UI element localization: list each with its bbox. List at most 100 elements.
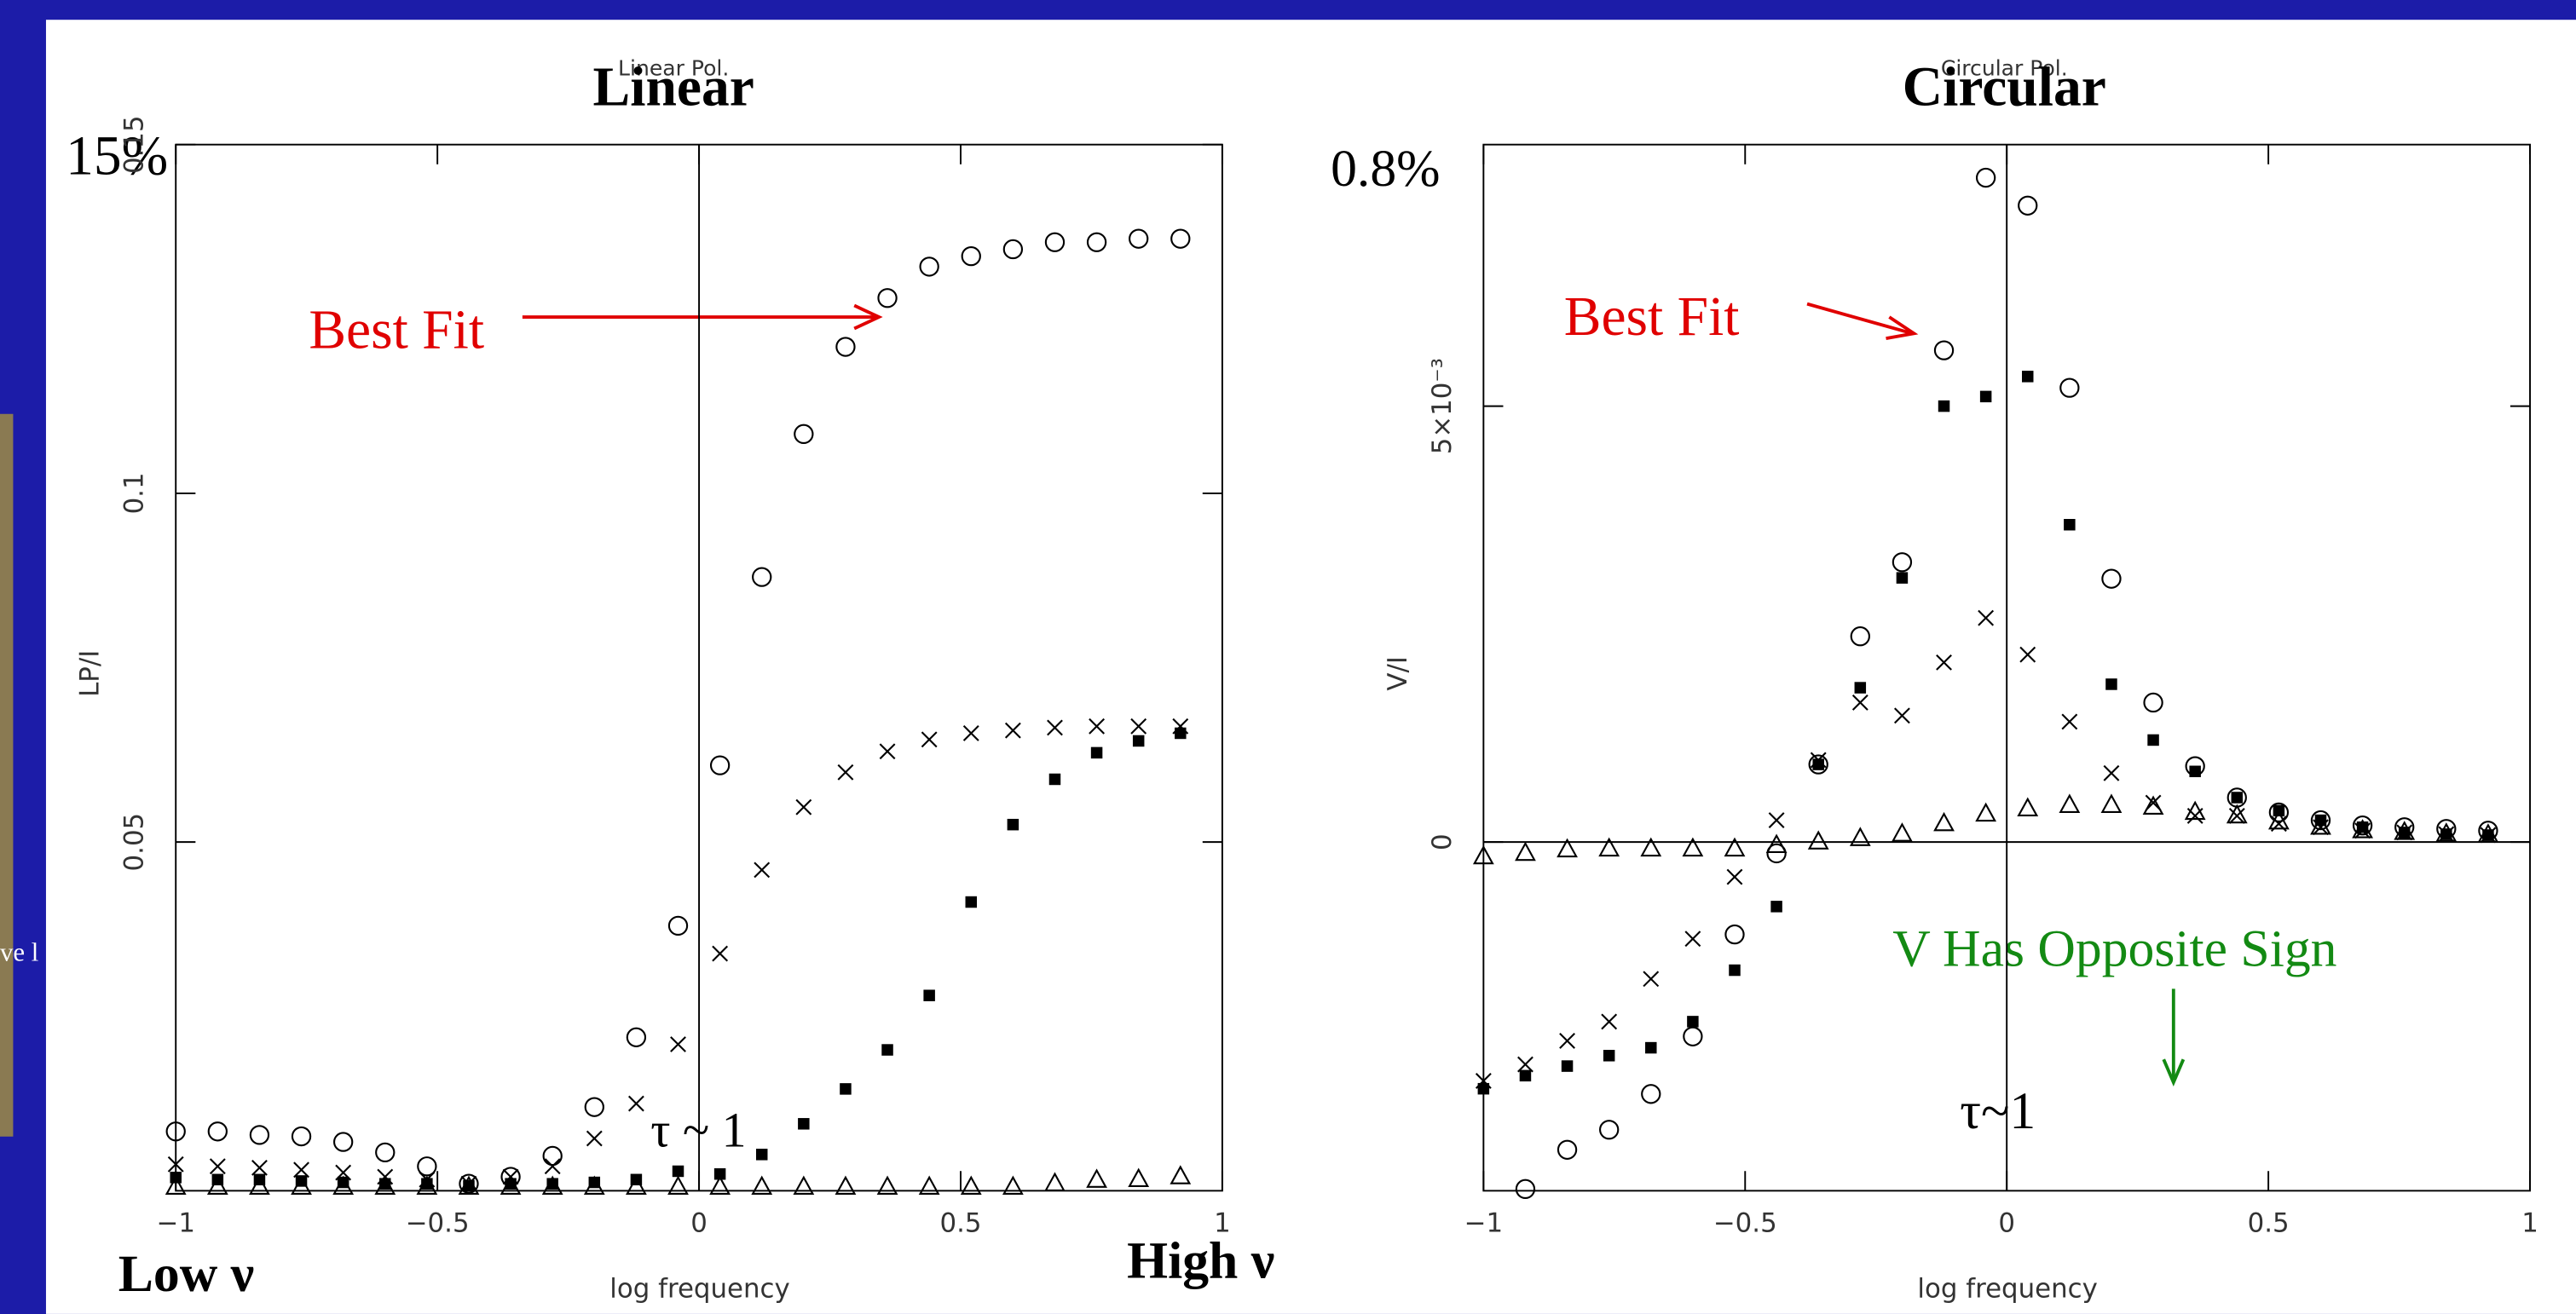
x-tick-label: 1 (2521, 1208, 2538, 1239)
circle-point (249, 1125, 270, 1145)
square-point (2022, 371, 2034, 383)
square-point (965, 896, 978, 908)
arrow-head (853, 303, 883, 331)
triangle-point (2394, 821, 2416, 840)
triangle-point (2100, 793, 2123, 813)
cross-point (544, 1158, 561, 1175)
square-point (1729, 964, 1741, 977)
square-point (1603, 1050, 1615, 1062)
circle-point (459, 1173, 479, 1194)
circle-point (207, 1121, 228, 1142)
y-axis-label: LP/I (75, 650, 106, 697)
circle-point (2310, 810, 2331, 831)
cross-point (754, 862, 771, 879)
square-point (2189, 765, 2201, 778)
circle-point (417, 1156, 437, 1177)
triangle-point (2184, 800, 2206, 821)
triangle-point (1598, 837, 1620, 857)
cross-point (586, 1130, 603, 1147)
square-point (2147, 734, 2159, 746)
square-point (588, 1176, 601, 1189)
square-point (840, 1083, 852, 1095)
cross-point (1517, 1056, 1533, 1073)
cross-point (1978, 609, 1995, 626)
square-point (1048, 773, 1061, 786)
triangle-point (1640, 837, 1662, 857)
square-point (798, 1118, 810, 1130)
square-point (672, 1165, 684, 1178)
circle-point (877, 288, 898, 308)
y-tick-label: 0.1 (119, 472, 150, 514)
square-point (755, 1149, 768, 1161)
cross-point (1130, 718, 1147, 735)
triangle-point (1975, 802, 1997, 822)
circle-point (709, 755, 731, 775)
triangle-point (541, 1175, 563, 1196)
cross-point (2061, 713, 2078, 730)
triangle-point (2477, 823, 2499, 843)
triangle-point (667, 1175, 689, 1196)
triangle-point (1002, 1175, 1024, 1196)
triangle-point (374, 1175, 396, 1196)
triangle-point (2017, 797, 2039, 817)
triangle-point (583, 1175, 605, 1196)
triangle-point (793, 1175, 815, 1196)
x-tick-label: 0.5 (2248, 1208, 2290, 1239)
square-point (1645, 1041, 1657, 1054)
y-tick-label: 5×10⁻³ (1427, 358, 1458, 454)
arrow-head (1886, 315, 1919, 341)
circle-point (1975, 167, 1996, 188)
chart-subtitle: Circular Pol. (1941, 56, 2068, 81)
circle-point (752, 567, 772, 587)
annotation: Best Fit (309, 300, 484, 361)
square-point (2105, 678, 2117, 690)
triangle-point (2310, 815, 2331, 835)
square-point (1132, 735, 1145, 747)
triangle-point (918, 1175, 940, 1196)
square-point (337, 1176, 349, 1189)
triangle-point (1128, 1167, 1150, 1188)
circle-point (291, 1126, 312, 1147)
triangle-point (1044, 1172, 1066, 1191)
triangle-point (2059, 793, 2081, 813)
square-point (1519, 1069, 1532, 1082)
triangle-point (1515, 841, 1536, 862)
circle-point (1557, 1139, 1578, 1160)
triangle-point (709, 1175, 731, 1196)
square-point (923, 989, 935, 1001)
square-point (1477, 1082, 1490, 1095)
y-axis-label: V/I (1383, 656, 1413, 691)
circle-point (1933, 340, 1955, 360)
circle-point (165, 1121, 186, 1142)
y-tick-label: 0 (1427, 833, 1458, 850)
cross-point (1047, 719, 1063, 736)
arrow-head (2162, 1058, 2186, 1087)
square-point (1687, 1016, 1699, 1028)
cross-point (1601, 1013, 1618, 1030)
circle-point (1683, 1026, 1703, 1046)
square-point (1896, 572, 1909, 584)
cross-point (1643, 971, 1660, 988)
cross-point (1936, 654, 1952, 671)
cross-point (1894, 707, 1910, 724)
cross-point (921, 731, 938, 748)
triangle-point (416, 1175, 438, 1196)
circle-point (919, 256, 939, 277)
triangle-point (1086, 1168, 1107, 1188)
triangle-point (1724, 837, 1746, 857)
circle-point (626, 1027, 647, 1047)
circle-point (1724, 924, 1745, 945)
square-point (2064, 518, 2076, 531)
triangle-point (165, 1175, 187, 1196)
triangle-point (458, 1175, 480, 1196)
cross-point (1726, 868, 1743, 885)
y-tick-label: 0.05 (119, 813, 150, 872)
triangle-point (332, 1175, 355, 1196)
circle-point (1129, 228, 1149, 249)
annotation: τ~1 (1960, 1082, 2036, 1140)
cross-point (1768, 812, 1785, 828)
chart-subtitle: Linear Pol. (618, 56, 729, 81)
triangle-point (876, 1175, 898, 1196)
